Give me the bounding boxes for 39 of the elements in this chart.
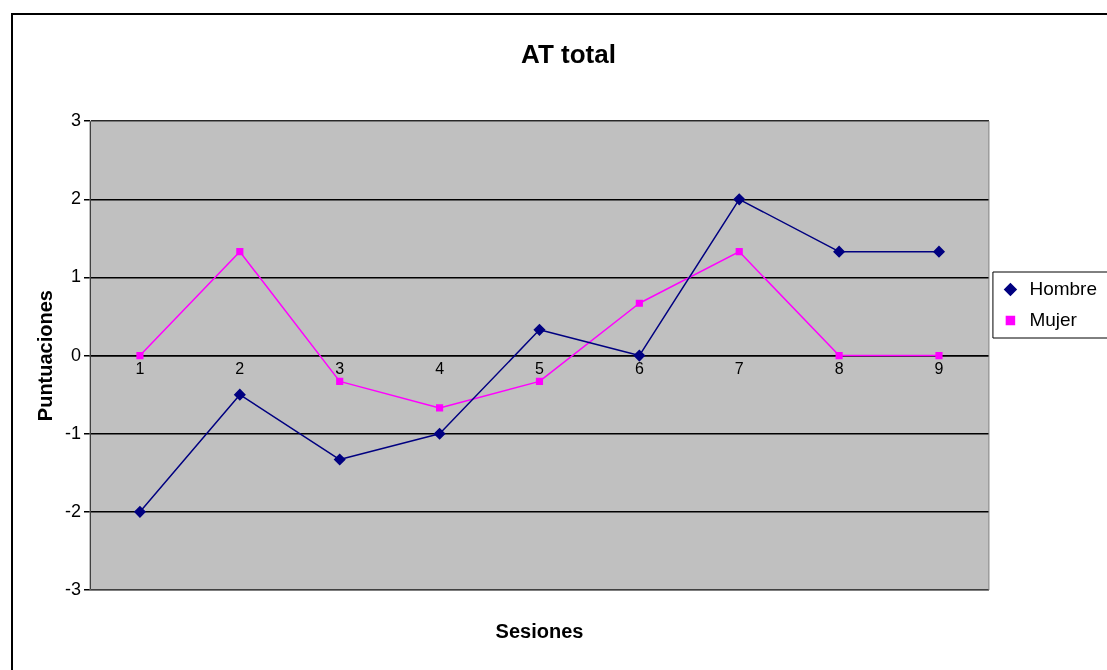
point: [234, 388, 246, 401]
y-tick-label: -3: [64, 578, 81, 599]
point: [633, 349, 646, 362]
y-tick-label: -1: [64, 422, 81, 443]
y-tick-label: 2: [70, 188, 81, 209]
point: [833, 245, 845, 258]
x-tick-label: 4: [435, 359, 445, 377]
x-tick-label: 9: [934, 359, 944, 377]
y-tick-label: 3: [70, 110, 81, 131]
y-axis-title: Puntuaciones: [33, 290, 56, 422]
point: [433, 427, 446, 440]
point: [635, 299, 643, 307]
legend-label: Mujer: [1029, 308, 1078, 330]
x-tick-label: 3: [335, 359, 345, 377]
x-axis-title: Sesiones: [495, 620, 584, 642]
point: [136, 352, 144, 360]
x-tick-label: 6: [634, 359, 644, 377]
point: [134, 506, 146, 518]
y-tick-label: -2: [64, 500, 81, 521]
point: [436, 404, 444, 412]
point: [236, 248, 244, 256]
chart-title: AT total: [521, 38, 616, 69]
y-tick-label: 1: [70, 266, 81, 287]
point: [333, 453, 346, 466]
point: [533, 324, 546, 336]
point: [935, 352, 943, 360]
point: [835, 352, 843, 360]
point: [735, 248, 743, 256]
x-tick-label: 2: [235, 359, 245, 377]
legend-label: Hombre: [1029, 277, 1097, 299]
point: [535, 377, 544, 385]
x-tick-label: 7: [734, 359, 744, 377]
x-tick-label: 8: [834, 359, 844, 377]
point: [933, 245, 945, 258]
y-tick-label: 0: [70, 344, 81, 365]
x-tick-label: 1: [135, 359, 145, 377]
point: [336, 377, 344, 385]
x-tick-label: 5: [535, 359, 545, 377]
point: [733, 193, 745, 206]
